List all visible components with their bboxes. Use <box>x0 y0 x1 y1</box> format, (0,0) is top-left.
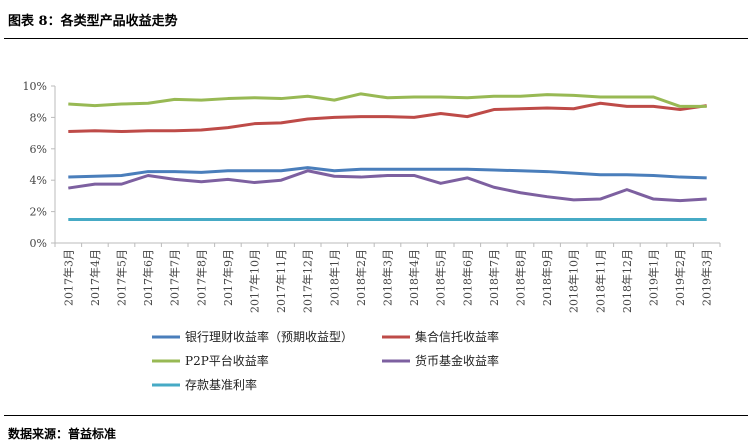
y-tick-label: 4% <box>30 174 47 187</box>
bottom-rule <box>4 415 748 416</box>
x-tick-label: 2017年11月 <box>274 249 288 313</box>
legend-label: 银行理财收益率（预期收益型） <box>185 329 353 344</box>
x-tick-label: 2017年7月 <box>168 249 182 306</box>
x-tick-label: 2017年12月 <box>301 249 315 313</box>
x-tick-label: 2018年9月 <box>540 249 554 306</box>
series-line-1 <box>68 101 707 134</box>
top-rule <box>4 38 748 39</box>
y-tick-label: 8% <box>30 111 47 124</box>
x-tick-label: 2018年10月 <box>567 249 581 313</box>
x-tick-label: 2017年10月 <box>248 249 262 313</box>
x-tick-label: 2017年6月 <box>141 249 155 306</box>
source-note: 数据来源：普益标准 <box>8 427 117 441</box>
y-tick-label: 6% <box>30 143 47 156</box>
legend-label: P2P平台收益率 <box>185 353 269 368</box>
x-tick-label: 2019年3月 <box>700 249 714 306</box>
x-tick-label: 2019年2月 <box>673 249 687 306</box>
x-tick-label: 2017年9月 <box>221 249 235 306</box>
x-tick-label: 2018年5月 <box>434 249 448 306</box>
legend-label: 集合信托收益率 <box>415 329 499 344</box>
y-tick-label: 10% <box>23 80 47 93</box>
y-tick-label: 2% <box>30 206 47 219</box>
chart-title: 图表 8：各类型产品收益走势 <box>8 14 178 29</box>
x-tick-label: 2018年1月 <box>327 249 341 306</box>
x-tick-label: 2018年11月 <box>593 249 607 313</box>
legend-label: 存款基准利率 <box>185 377 257 392</box>
x-tick-label: 2017年5月 <box>115 249 129 306</box>
series-line-0 <box>68 166 707 180</box>
x-tick-label: 2018年2月 <box>354 249 368 306</box>
legend-label: 货币基金收益率 <box>415 353 499 368</box>
x-tick-label: 2018年4月 <box>407 249 421 306</box>
x-tick-label: 2019年1月 <box>647 249 661 306</box>
x-tick-label: 2018年8月 <box>514 249 528 306</box>
x-tick-label: 2017年4月 <box>88 249 102 306</box>
y-tick-label: 0% <box>30 237 47 250</box>
x-tick-label: 2018年6月 <box>460 249 474 306</box>
x-tick-label: 2018年12月 <box>620 249 634 313</box>
x-tick-label: 2017年3月 <box>61 249 75 306</box>
series-line-2 <box>68 92 707 108</box>
x-tick-label: 2018年7月 <box>487 249 501 306</box>
x-tick-label: 2018年3月 <box>381 249 395 306</box>
x-tick-label: 2017年8月 <box>194 249 208 306</box>
series-line-3 <box>68 169 707 203</box>
